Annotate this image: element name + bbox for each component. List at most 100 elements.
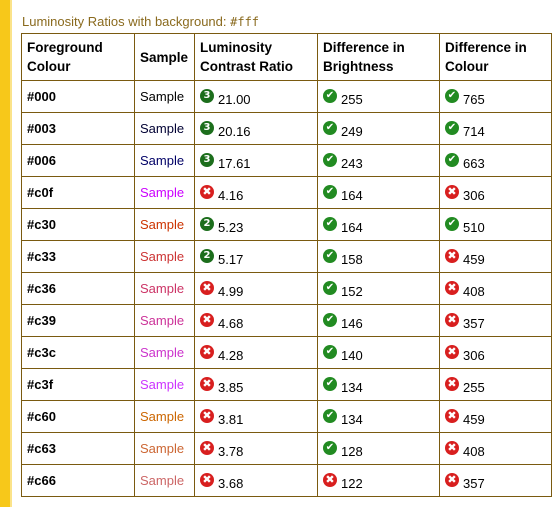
- foreground-code: #c3c: [21, 336, 135, 369]
- sample-text: Sample: [134, 304, 195, 337]
- colour-diff-value: 255: [463, 380, 485, 395]
- colour-diff-value: 306: [463, 188, 485, 203]
- brightness-diff-check-icon: ✔: [323, 153, 337, 167]
- contrast-ratio-value: 21.00: [218, 92, 251, 107]
- brightness-diff-value: 243: [341, 156, 363, 171]
- brightness-diff-cell: ✔ 134: [317, 400, 440, 433]
- colour-diff-value: 408: [463, 444, 485, 459]
- header-contrast-ratio: Luminosity Contrast Ratio: [194, 33, 318, 81]
- contrast-ratio-value: 3.81: [218, 412, 244, 427]
- contrast-ratio-cell: 3 20.16: [194, 112, 318, 145]
- contrast-ratio-cell: 2 5.17: [194, 240, 318, 273]
- contrast-ratio-value: 5.17: [218, 252, 244, 267]
- table-row: #c0f Sample ✖ 4.16 ✔ 164 ✖ 306: [21, 176, 552, 209]
- contrast-ratio-level-icon: 3: [200, 121, 214, 135]
- colour-diff-value: 408: [463, 284, 485, 299]
- contrast-ratio-value: 4.99: [218, 284, 244, 299]
- contrast-ratio-cross-icon: ✖: [200, 185, 214, 199]
- contrast-ratio-cross-icon: ✖: [200, 313, 214, 327]
- colour-diff-value: 459: [463, 412, 485, 427]
- contrast-ratio-cell: ✖ 4.28: [194, 336, 318, 369]
- sample-text: Sample: [134, 464, 195, 497]
- colour-diff-cell: ✔ 714: [439, 112, 552, 145]
- foreground-code: #000: [21, 80, 135, 113]
- foreground-code: #c66: [21, 464, 135, 497]
- foreground-code: #c0f: [21, 176, 135, 209]
- contrast-ratio-cross-icon: ✖: [200, 281, 214, 295]
- colour-diff-cross-icon: ✖: [445, 281, 459, 295]
- table-caption: Luminosity Ratios with background: #fff: [22, 14, 259, 29]
- foreground-code: #c36: [21, 272, 135, 305]
- contrast-ratio-value: 17.61: [218, 156, 251, 171]
- table-row: #c30 Sample 2 5.23 ✔ 164 ✔ 510: [21, 208, 552, 241]
- colour-diff-cell: ✖ 357: [439, 304, 552, 337]
- header-sample: Sample: [134, 33, 195, 81]
- contrast-ratio-cross-icon: ✖: [200, 377, 214, 391]
- colour-diff-value: 510: [463, 220, 485, 235]
- brightness-diff-value: 249: [341, 124, 363, 139]
- colour-diff-cross-icon: ✖: [445, 249, 459, 263]
- brightness-diff-cell: ✔ 243: [317, 144, 440, 177]
- colour-diff-value: 663: [463, 156, 485, 171]
- brightness-diff-cell: ✔ 255: [317, 80, 440, 113]
- header-foreground: Foreground Colour: [21, 33, 135, 81]
- contrast-ratio-cell: ✖ 4.99: [194, 272, 318, 305]
- foreground-code: #c30: [21, 208, 135, 241]
- foreground-code: #c39: [21, 304, 135, 337]
- colour-diff-cross-icon: ✖: [445, 313, 459, 327]
- sample-text: Sample: [134, 400, 195, 433]
- brightness-diff-check-icon: ✔: [323, 89, 337, 103]
- colour-diff-check-icon: ✔: [445, 217, 459, 231]
- brightness-diff-cell: ✔ 164: [317, 208, 440, 241]
- caption-code: #fff: [230, 15, 260, 29]
- brightness-diff-check-icon: ✔: [323, 313, 337, 327]
- colour-diff-value: 459: [463, 252, 485, 267]
- colour-diff-cell: ✖ 459: [439, 400, 552, 433]
- contrast-ratio-cross-icon: ✖: [200, 345, 214, 359]
- contrast-ratio-level-icon: 2: [200, 249, 214, 263]
- brightness-diff-cell: ✔ 134: [317, 368, 440, 401]
- brightness-diff-cell: ✔ 146: [317, 304, 440, 337]
- left-accent-edge: [10, 0, 12, 507]
- header-colour-diff: Difference in Colour: [439, 33, 552, 81]
- colour-diff-cell: ✖ 357: [439, 464, 552, 497]
- colour-diff-cell: ✖ 255: [439, 368, 552, 401]
- contrast-ratio-cross-icon: ✖: [200, 473, 214, 487]
- brightness-diff-check-icon: ✔: [323, 185, 337, 199]
- brightness-diff-check-icon: ✔: [323, 409, 337, 423]
- brightness-diff-cell: ✔ 128: [317, 432, 440, 465]
- contrast-ratio-cell: ✖ 4.68: [194, 304, 318, 337]
- contrast-ratio-cell: ✖ 3.78: [194, 432, 318, 465]
- colour-diff-cross-icon: ✖: [445, 409, 459, 423]
- brightness-diff-value: 164: [341, 188, 363, 203]
- table-row: #c3f Sample ✖ 3.85 ✔ 134 ✖ 255: [21, 368, 552, 401]
- brightness-diff-value: 122: [341, 476, 363, 491]
- contrast-ratio-cell: 2 5.23: [194, 208, 318, 241]
- sample-text: Sample: [134, 80, 195, 113]
- colour-diff-cell: ✔ 510: [439, 208, 552, 241]
- colour-diff-cell: ✔ 765: [439, 80, 552, 113]
- colour-diff-check-icon: ✔: [445, 121, 459, 135]
- contrast-ratio-cell: ✖ 3.68: [194, 464, 318, 497]
- brightness-diff-check-icon: ✔: [323, 217, 337, 231]
- foreground-code: #c63: [21, 432, 135, 465]
- brightness-diff-value: 128: [341, 444, 363, 459]
- brightness-diff-check-icon: ✔: [323, 441, 337, 455]
- sample-text: Sample: [134, 432, 195, 465]
- contrast-ratio-value: 4.68: [218, 316, 244, 331]
- brightness-diff-value: 134: [341, 412, 363, 427]
- colour-diff-cell: ✖ 408: [439, 432, 552, 465]
- left-accent-bar: [0, 0, 10, 507]
- table-row: #c39 Sample ✖ 4.68 ✔ 146 ✖ 357: [21, 304, 552, 337]
- contrast-ratio-cell: 3 17.61: [194, 144, 318, 177]
- foreground-code: #006: [21, 144, 135, 177]
- colour-diff-cell: ✖ 408: [439, 272, 552, 305]
- sample-text: Sample: [134, 112, 195, 145]
- sample-text: Sample: [134, 240, 195, 273]
- sample-text: Sample: [134, 272, 195, 305]
- brightness-diff-cell: ✔ 140: [317, 336, 440, 369]
- table-row: #006 Sample 3 17.61 ✔ 243 ✔ 663: [21, 144, 552, 177]
- brightness-diff-cell: ✔ 164: [317, 176, 440, 209]
- contrast-ratio-cross-icon: ✖: [200, 409, 214, 423]
- table-row: #c36 Sample ✖ 4.99 ✔ 152 ✖ 408: [21, 272, 552, 305]
